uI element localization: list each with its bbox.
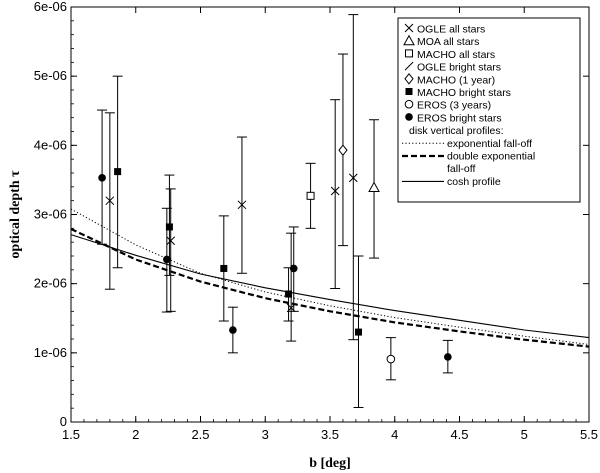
curve-solid <box>70 234 590 339</box>
legend-marker <box>405 88 413 95</box>
x-tick-label: 5.5 <box>580 427 598 442</box>
plot-area <box>70 14 590 408</box>
marker-circle-filled <box>405 113 413 121</box>
x-tick-label: 2.5 <box>191 427 209 442</box>
y-tick-label: 2e-06 <box>34 276 67 291</box>
marker-circle-filled <box>98 174 106 182</box>
marker-square-filled <box>165 223 173 231</box>
x-tick-label: 5 <box>521 427 528 442</box>
legend-label: MACHO (1 year) <box>417 74 495 86</box>
curve-dashed <box>70 228 590 348</box>
marker-x <box>404 23 414 33</box>
legend-label: OGLE all stars <box>417 24 485 36</box>
y-tick-label: 0 <box>60 414 67 429</box>
marker-square-filled <box>114 168 122 176</box>
x-tick-label: 3.5 <box>321 427 339 442</box>
marker-diamond-open <box>404 72 414 85</box>
legend-marker <box>404 61 414 71</box>
y-tick-label: 3e-06 <box>34 207 67 222</box>
data-point <box>348 173 358 183</box>
legend-marker <box>404 72 414 85</box>
data-point <box>338 144 348 156</box>
legend-label: double exponential <box>447 151 535 163</box>
x-tick-label: 2 <box>132 427 139 442</box>
marker-square-filled <box>354 328 362 336</box>
x-axis-title: b [deg] <box>309 456 351 471</box>
marker-circle-open <box>404 99 414 109</box>
marker-triangle <box>403 34 415 46</box>
data-point <box>163 255 171 264</box>
legend-box <box>397 17 581 203</box>
data-point <box>98 174 106 182</box>
legend-marker <box>404 99 414 109</box>
legend-label: OGLE bright stars <box>417 62 501 74</box>
data-point <box>220 264 228 272</box>
marker-x <box>237 200 247 210</box>
marker-square-open <box>306 191 315 200</box>
marker-slash <box>404 61 414 71</box>
legend-label: exponential fall-off <box>447 138 532 150</box>
marker-x <box>105 196 115 206</box>
legend-label: MOA all stars <box>417 36 479 48</box>
marker-circle-filled <box>289 264 298 273</box>
y-tick-label: 6e-06 <box>34 0 67 14</box>
x-tick-label: 4 <box>391 427 398 442</box>
legend-label: disk vertical profiles: <box>409 125 504 137</box>
legend-marker <box>405 113 413 121</box>
data-point <box>330 186 340 196</box>
data-point <box>368 181 380 193</box>
data-point <box>444 353 452 361</box>
marker-circle-open <box>386 354 396 364</box>
marker-circle-filled <box>163 255 171 264</box>
x-tick-label: 4.5 <box>450 427 468 442</box>
curve-dotted <box>70 208 590 345</box>
x-tick-label: 1.5 <box>62 427 80 442</box>
data-point <box>386 354 396 364</box>
data-point <box>354 328 362 336</box>
marker-circle-filled <box>444 353 452 361</box>
y-tick-label: 5e-06 <box>34 68 67 83</box>
data-point <box>306 191 315 200</box>
data-point <box>114 168 122 176</box>
marker-square-filled <box>405 88 413 95</box>
y-tick-label: 4e-06 <box>34 137 67 152</box>
data-point <box>229 326 237 334</box>
legend-label: cosh profile <box>447 176 501 188</box>
marker-diamond-open <box>338 144 348 156</box>
marker-x <box>166 236 176 246</box>
marker-x <box>330 186 340 196</box>
marker-triangle <box>368 181 380 193</box>
legend-label: fall-off <box>447 163 475 175</box>
marker-square-open <box>405 49 413 58</box>
axes: 1.5 2 2.5 3 3.5 4 4.5 5 5.5 0 1e-06 2e-06 3e-06 4e-06… <box>8 0 598 471</box>
legend-marker <box>403 34 415 46</box>
legend-label: EROS (3 years) <box>417 100 491 112</box>
data-point <box>285 290 293 298</box>
data-point <box>105 196 115 206</box>
data-point <box>166 236 176 246</box>
legend-label: MACHO all stars <box>417 49 495 61</box>
y-tick-label: 1e-06 <box>34 345 67 360</box>
legend-marker <box>405 49 413 58</box>
legend-marker <box>404 23 414 33</box>
data-point <box>165 223 173 231</box>
marker-square-filled <box>285 290 293 298</box>
data-point <box>237 200 247 210</box>
legend-label: MACHO bright stars <box>417 87 511 99</box>
legend-label: EROS bright stars <box>417 112 502 124</box>
y-axis-title: optical depth τ <box>8 170 23 259</box>
x-tick-label: 3 <box>262 427 269 442</box>
marker-x <box>348 173 358 183</box>
marker-square-filled <box>220 264 228 272</box>
data-point <box>289 264 298 273</box>
marker-circle-filled <box>229 326 237 334</box>
